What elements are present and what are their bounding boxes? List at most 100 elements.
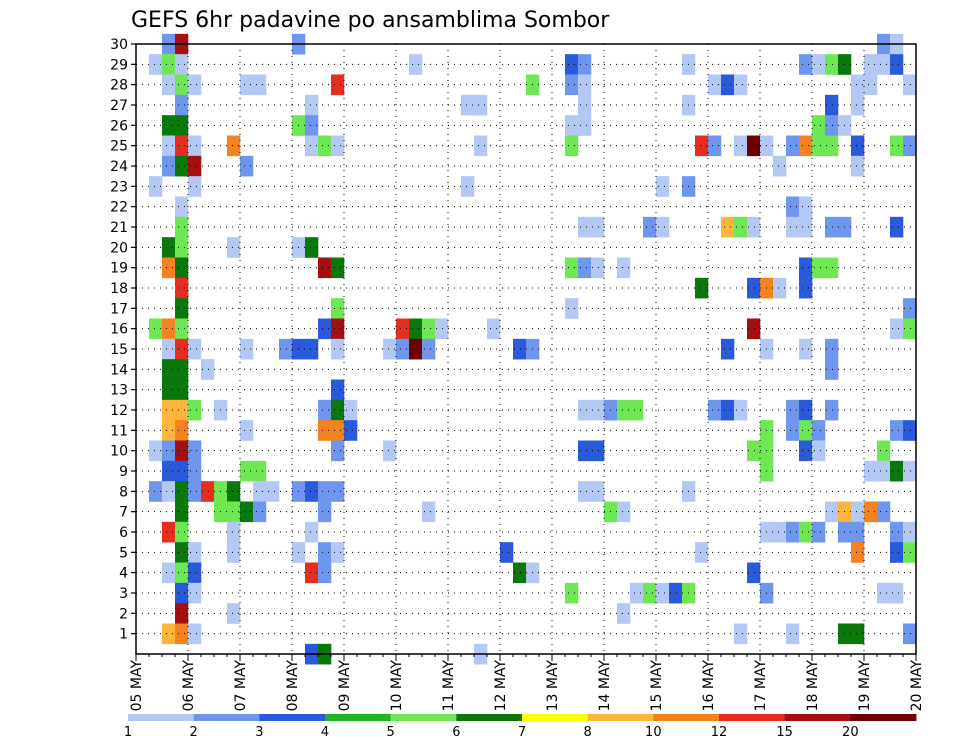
heatmap-cell bbox=[825, 54, 839, 75]
heatmap-cell bbox=[890, 420, 904, 441]
heatmap-cell bbox=[409, 54, 423, 75]
heatmap-cell bbox=[903, 74, 917, 96]
colorbar-swatch bbox=[390, 714, 457, 721]
colorbar-label: 15 bbox=[776, 725, 793, 740]
heatmap-cell bbox=[240, 501, 254, 523]
heatmap-cell bbox=[396, 318, 410, 340]
x-tick-label: 11 MAY bbox=[441, 660, 457, 712]
heatmap-cell bbox=[695, 135, 709, 157]
colorbar-swatch bbox=[587, 714, 654, 721]
heatmap-cell bbox=[487, 318, 501, 340]
heatmap-cell bbox=[318, 501, 332, 523]
heatmap-cell bbox=[266, 481, 280, 502]
heatmap-cell bbox=[318, 257, 332, 279]
heatmap-cell bbox=[253, 501, 267, 523]
heatmap-cell bbox=[305, 94, 319, 116]
heatmap-cell bbox=[188, 155, 202, 177]
x-tick-label: 14 MAY bbox=[597, 660, 613, 712]
heatmap-cell bbox=[734, 74, 748, 96]
heatmap-cell bbox=[227, 481, 241, 502]
colorbar-swatch bbox=[456, 714, 523, 721]
x-tick-label: 06 MAY bbox=[181, 660, 197, 712]
heatmap-cell bbox=[591, 481, 605, 502]
heatmap-cell bbox=[188, 176, 202, 197]
heatmap-cell bbox=[227, 237, 241, 258]
colorbar-label: 10 bbox=[645, 725, 662, 740]
heatmap-cell bbox=[786, 216, 800, 238]
y-tick-label: 28 bbox=[110, 78, 128, 94]
heatmap-cell bbox=[474, 94, 488, 116]
heatmap-cell bbox=[747, 562, 761, 584]
heatmap-cell bbox=[864, 54, 878, 75]
heatmap-cell bbox=[331, 542, 345, 563]
heatmap-cell bbox=[617, 399, 631, 421]
heatmap-cell bbox=[565, 74, 579, 96]
heatmap-cell bbox=[786, 399, 800, 421]
heatmap-cell bbox=[578, 115, 592, 136]
y-tick-label: 22 bbox=[110, 200, 128, 216]
y-tick-label: 15 bbox=[110, 342, 128, 358]
y-tick-label: 25 bbox=[110, 139, 128, 155]
heatmap-cell bbox=[890, 216, 904, 238]
heatmap-cell bbox=[799, 338, 813, 360]
heatmap-cell bbox=[227, 603, 241, 624]
heatmap-cell bbox=[812, 420, 826, 441]
heatmap-cell bbox=[331, 440, 345, 462]
heatmap-cell bbox=[240, 74, 254, 96]
heatmap-cell bbox=[331, 135, 345, 157]
heatmap-cell bbox=[162, 155, 176, 177]
heatmap-cell bbox=[175, 623, 189, 645]
heatmap-cell bbox=[734, 399, 748, 421]
heatmap-cell bbox=[851, 155, 865, 177]
heatmap-cell bbox=[786, 135, 800, 157]
heatmap-cell bbox=[578, 399, 592, 421]
heatmap-cell bbox=[175, 379, 189, 401]
heatmap-cell bbox=[175, 420, 189, 441]
y-tick-label: 14 bbox=[110, 362, 128, 378]
heatmap-cell bbox=[188, 338, 202, 360]
heatmap-cell bbox=[318, 542, 332, 563]
heatmap-cell bbox=[825, 338, 839, 360]
heatmap-cell bbox=[305, 338, 319, 360]
heatmap-cell bbox=[851, 74, 865, 96]
heatmap-cell bbox=[747, 135, 761, 157]
heatmap-cell bbox=[162, 379, 176, 401]
heatmap-cell bbox=[331, 318, 345, 340]
heatmap-cell bbox=[305, 237, 319, 258]
colorbar-swatch bbox=[653, 714, 720, 721]
heatmap-cell bbox=[656, 582, 670, 604]
y-tick-label: 8 bbox=[119, 484, 128, 500]
heatmap-cell bbox=[175, 196, 189, 218]
heatmap-cell bbox=[409, 338, 423, 360]
chart-title: GEFS 6hr padavine po ansamblima Sombor bbox=[131, 8, 610, 33]
heatmap-cell bbox=[578, 440, 592, 462]
heatmap-cell bbox=[747, 216, 761, 238]
y-tick-label: 29 bbox=[110, 57, 128, 73]
heatmap-cell bbox=[175, 318, 189, 340]
heatmap-cell bbox=[903, 623, 917, 645]
heatmap-cell bbox=[149, 318, 163, 340]
heatmap-cell bbox=[149, 54, 163, 75]
heatmap-cell bbox=[331, 379, 345, 401]
heatmap-cell bbox=[565, 54, 579, 75]
heatmap-cell bbox=[617, 603, 631, 624]
heatmap-cell bbox=[864, 74, 878, 96]
heatmap-cell bbox=[175, 562, 189, 584]
heatmap-cell bbox=[799, 135, 813, 157]
heatmap-cell bbox=[877, 501, 891, 523]
colorbar-label: 2 bbox=[190, 725, 198, 740]
heatmap-cell bbox=[383, 338, 397, 360]
colorbar-swatch bbox=[259, 714, 326, 721]
x-tick-label: 16 MAY bbox=[701, 660, 717, 712]
heatmap-cell bbox=[318, 399, 332, 421]
heatmap-cell bbox=[175, 460, 189, 482]
heatmap-cell bbox=[162, 135, 176, 157]
heatmap-cell bbox=[799, 277, 813, 299]
heatmap-cell bbox=[175, 54, 189, 75]
heatmap-cell bbox=[643, 582, 657, 604]
heatmap-cell bbox=[656, 216, 670, 238]
heatmap-cell bbox=[747, 318, 761, 340]
x-tick-label: 12 MAY bbox=[493, 660, 509, 712]
heatmap-cell bbox=[864, 460, 878, 482]
heatmap-cell bbox=[903, 460, 917, 482]
